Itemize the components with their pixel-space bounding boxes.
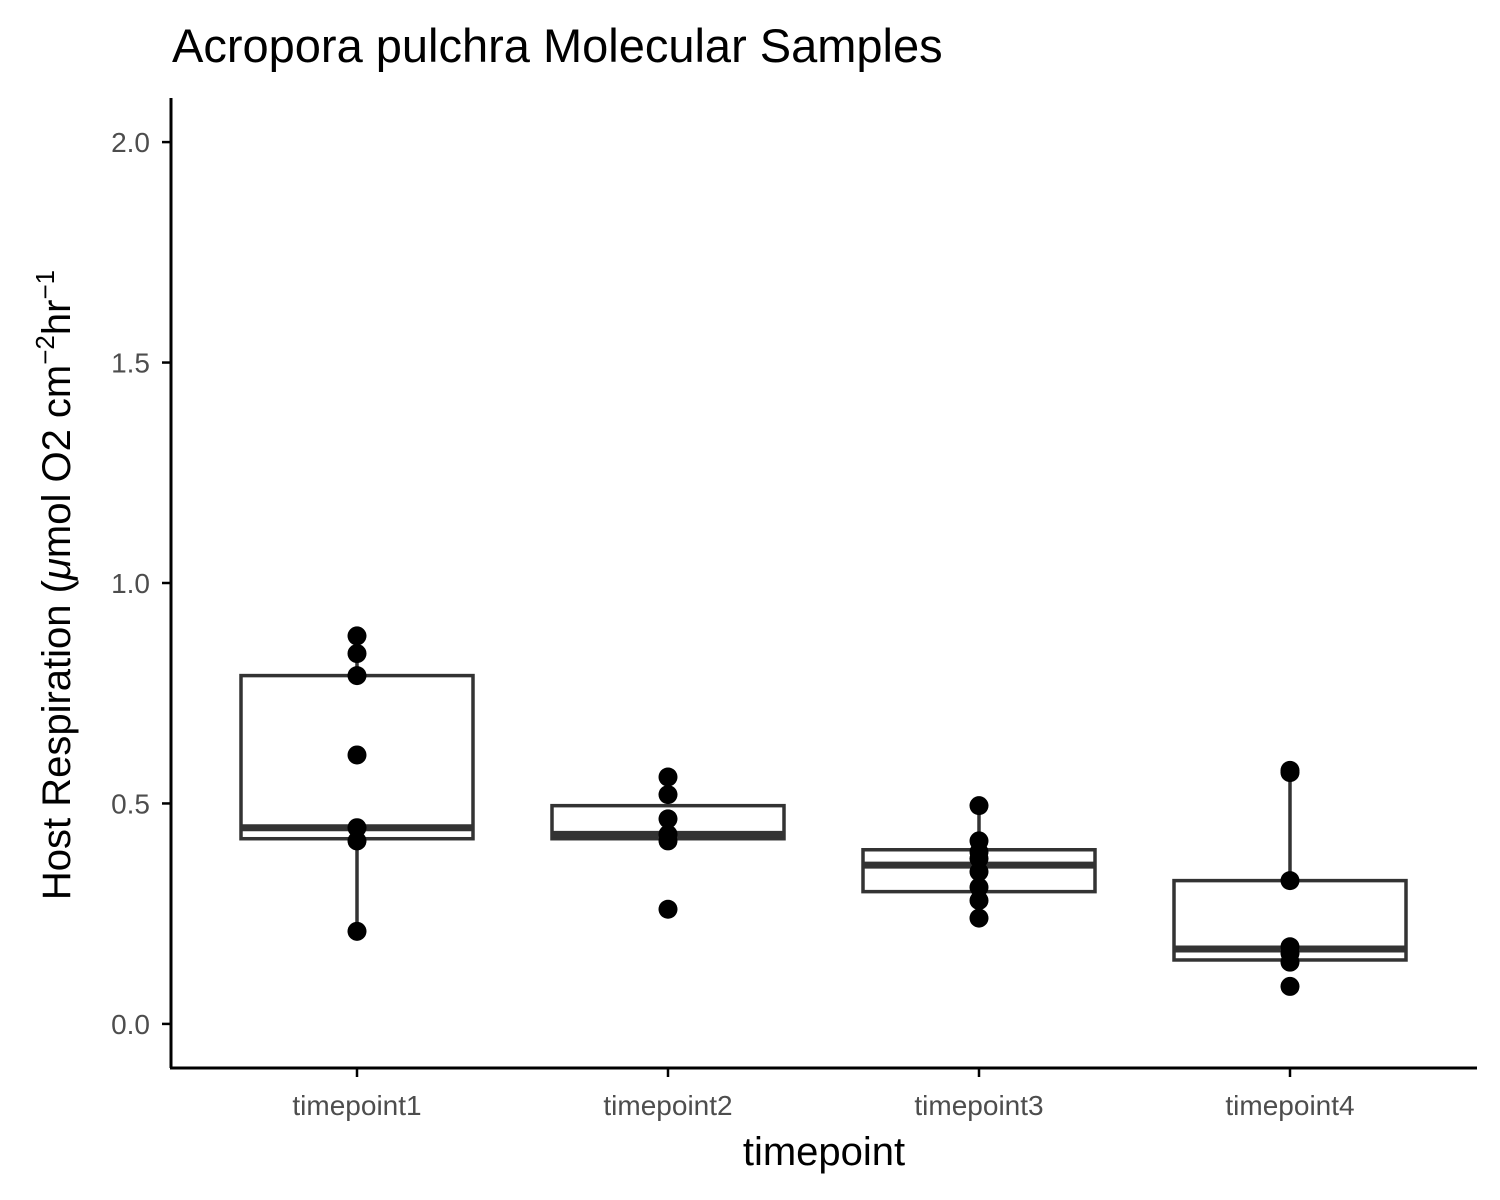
y-tick-label: 2.0 [111,127,150,158]
data-point [658,831,678,851]
x-tick-label: timepoint1 [292,1090,421,1121]
data-point [658,767,678,787]
data-point [969,862,989,882]
box-timepoint4 [1172,770,1408,962]
data-point [347,921,367,941]
data-point [658,899,678,919]
data-point [347,626,367,646]
x-tick-label: timepoint4 [1225,1090,1354,1121]
x-tick-label: timepoint3 [914,1090,1043,1121]
data-point [658,809,678,829]
data-point [1280,952,1300,972]
chart-title: Acropora pulchra Molecular Samples [172,19,943,72]
data-point [347,831,367,851]
boxplot-layer [239,635,1408,962]
y-axis-title-prefix: Host Respiration ( [35,579,79,900]
y-ticks: 0.0 0.5 1.0 1.5 2.0 [111,127,171,1040]
data-point [969,890,989,910]
data-point [969,849,989,869]
data-point [1280,763,1300,783]
y-axis-title-mid: mol O2 cm [35,365,79,558]
data-point [1280,871,1300,891]
x-ticks: timepoint1 timepoint2 timepoint3 timepoint4 [292,1068,1355,1121]
data-point [969,877,989,897]
data-point [1280,976,1300,996]
x-tick-label: timepoint2 [603,1090,732,1121]
y-axis-title: Host Respiration (μmol O2 cm−2hr−1 [30,270,79,900]
data-point [347,644,367,664]
y-tick-label: 1.5 [111,348,150,379]
data-point [658,785,678,805]
y-tick-label: 0.5 [111,788,150,819]
points-layer [347,626,1300,996]
y-tick-label: 1.0 [111,568,150,599]
data-point [969,796,989,816]
y-axis-title-sup2: −1 [30,270,60,300]
data-point [347,745,367,765]
data-point [347,818,367,838]
x-axis-title: timepoint [743,1130,905,1174]
y-tick-label: 0.0 [111,1009,150,1040]
y-axis-title-sup1: −2 [30,335,60,365]
y-axis-title-mu: μ [35,558,79,581]
y-axis-title-mid2: hr [35,300,79,336]
data-point [347,666,367,686]
data-point [969,908,989,928]
